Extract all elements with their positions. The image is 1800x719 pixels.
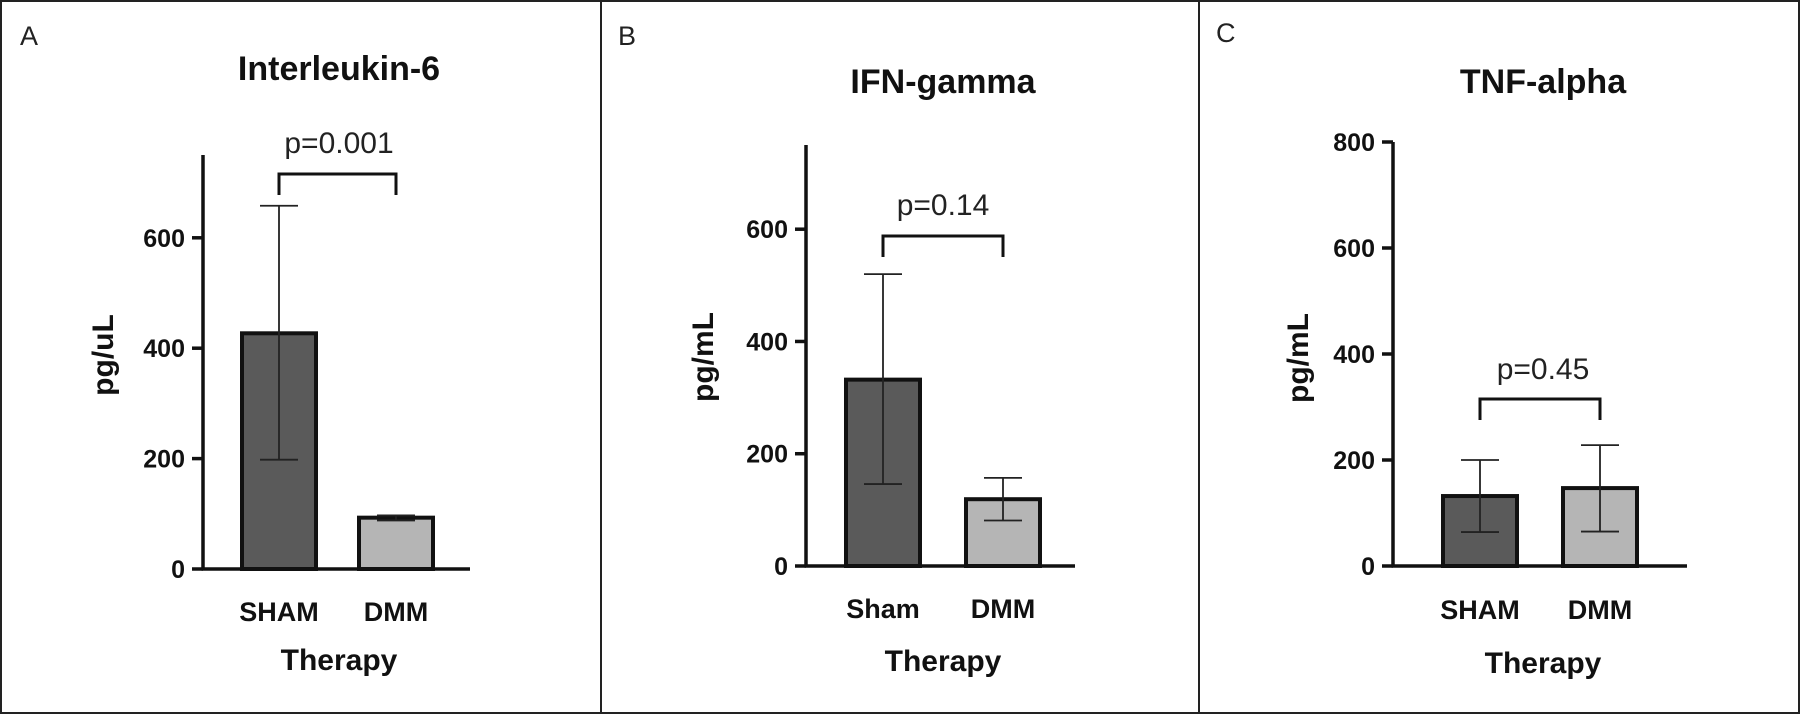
category-label: DMM <box>1568 595 1632 625</box>
y-tick-label: 0 <box>774 553 788 581</box>
p-value-annotation: p=0.001 <box>284 127 393 160</box>
y-tick-label: 200 <box>1333 447 1375 475</box>
p-value-annotation: p=0.45 <box>1497 353 1590 386</box>
panel-letter: A <box>20 21 38 51</box>
y-tick-label: 400 <box>143 335 185 363</box>
x-axis-label: Therapy <box>281 644 398 677</box>
bar-sham <box>240 331 318 571</box>
category-label: DMM <box>364 597 428 627</box>
y-axis-label: pg/uL <box>87 314 120 396</box>
y-tick-label: 400 <box>746 328 788 356</box>
category-label: SHAM <box>239 597 319 627</box>
y-tick-label: 0 <box>1361 553 1375 581</box>
panel-letter: B <box>618 21 636 51</box>
panel-letter: C <box>1216 18 1236 48</box>
significance-bracket <box>1478 397 1602 420</box>
category-label: Sham <box>846 594 920 624</box>
y-axis-label: pg/mL <box>1282 313 1315 403</box>
chart-marks: 0 200 400 600 SHAM DMM <box>143 155 470 627</box>
chart-panel-a: A Interleukin-6 pg/uL Therapy p=0.001 0 2… <box>20 21 470 677</box>
y-tick-label: 200 <box>143 446 185 474</box>
x-axis-label: Therapy <box>885 645 1002 678</box>
y-tick-label: 600 <box>746 216 788 244</box>
significance-bracket <box>277 172 398 195</box>
chart-title: TNF-alpha <box>1460 63 1627 101</box>
chart-panel-c: C TNF-alpha pg/mL Therapy p=0.45 0 200 400… <box>1216 18 1687 680</box>
chart-marks: 0 200 400 600 800 SHAM DMM <box>1333 129 1687 625</box>
category-label: SHAM <box>1440 595 1520 625</box>
x-axis-label: Therapy <box>1485 647 1602 680</box>
chart-panel-b: B IFN-gamma pg/mL Therapy p=0.14 0 200 400… <box>618 21 1075 678</box>
y-tick-label: 0 <box>171 556 185 584</box>
y-tick-label: 400 <box>1333 341 1375 369</box>
y-tick-label: 200 <box>746 441 788 469</box>
significance-bracket <box>881 234 1005 257</box>
y-axis-label: pg/mL <box>687 312 720 402</box>
chart-marks: 0 200 400 600 Sham DMM <box>746 145 1075 624</box>
y-tick-label: 600 <box>1333 235 1375 263</box>
y-tick-label: 600 <box>143 225 185 253</box>
bar-dmm <box>357 515 435 571</box>
chart-title: IFN-gamma <box>850 63 1036 101</box>
y-tick-label: 800 <box>1333 129 1375 157</box>
chart-title: Interleukin-6 <box>238 50 440 88</box>
p-value-annotation: p=0.14 <box>897 189 990 222</box>
category-label: DMM <box>971 594 1035 624</box>
